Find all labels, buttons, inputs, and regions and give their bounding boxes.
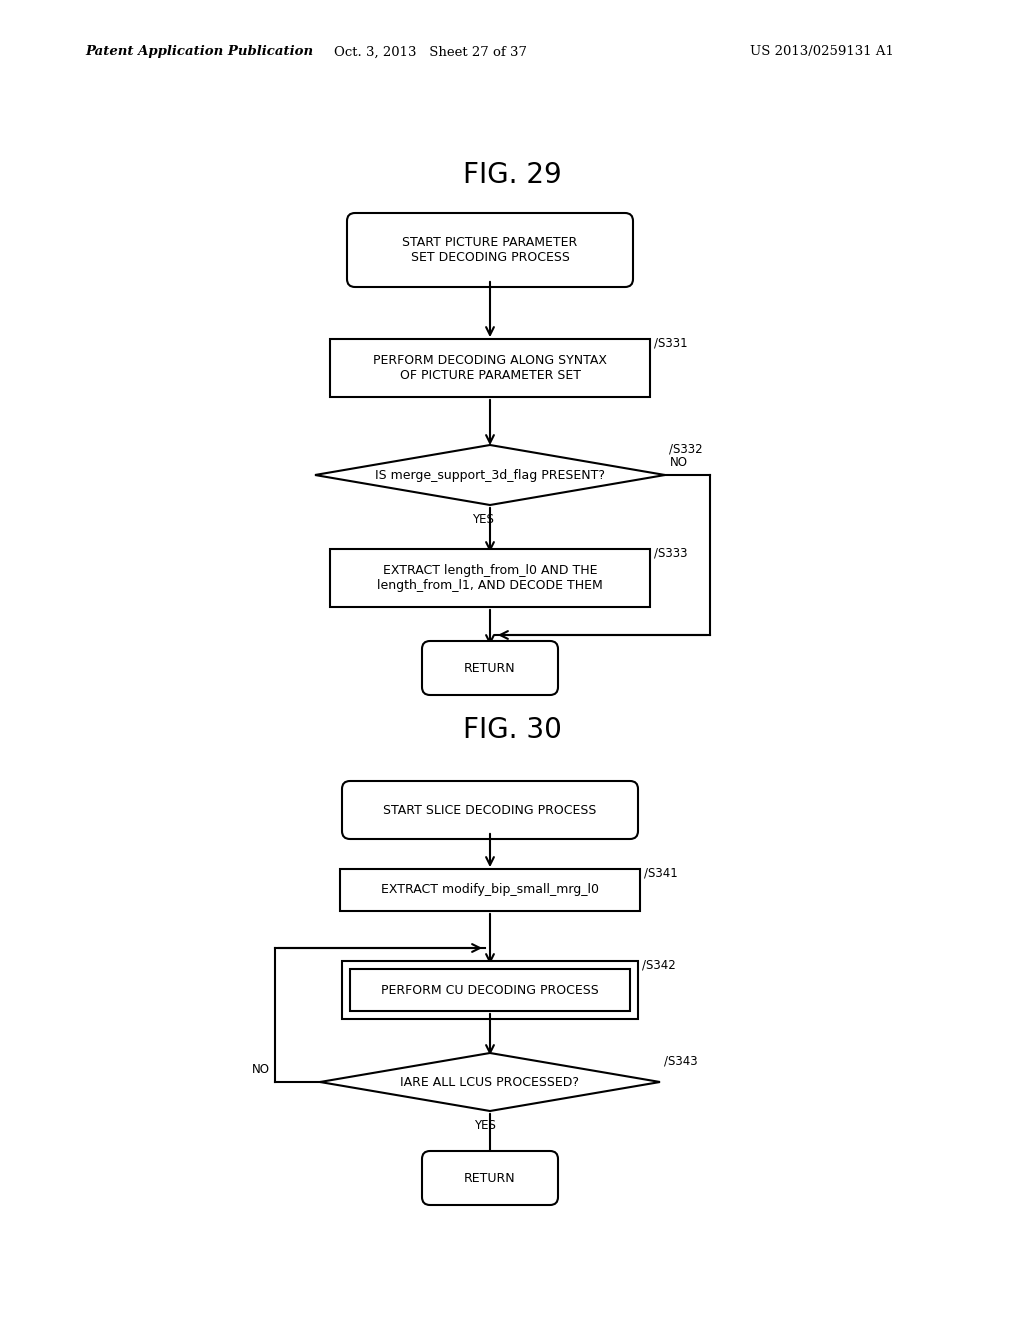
- Text: EXTRACT modify_bip_small_mrg_l0: EXTRACT modify_bip_small_mrg_l0: [381, 883, 599, 896]
- Polygon shape: [319, 1053, 660, 1111]
- Bar: [330, 339, 650, 397]
- Text: NO: NO: [670, 455, 688, 469]
- Text: Patent Application Publication: Patent Application Publication: [85, 45, 313, 58]
- Text: IARE ALL LCUS PROCESSED?: IARE ALL LCUS PROCESSED?: [400, 1076, 580, 1089]
- Text: YES: YES: [472, 513, 494, 525]
- Text: /S332: /S332: [669, 444, 702, 455]
- Text: START SLICE DECODING PROCESS: START SLICE DECODING PROCESS: [383, 804, 597, 817]
- Text: FIG. 29: FIG. 29: [463, 161, 561, 189]
- Bar: [350, 969, 630, 1011]
- Text: /S343: /S343: [664, 1055, 697, 1068]
- Text: PERFORM DECODING ALONG SYNTAX
OF PICTURE PARAMETER SET: PERFORM DECODING ALONG SYNTAX OF PICTURE…: [373, 354, 607, 381]
- Text: IS merge_support_3d_flag PRESENT?: IS merge_support_3d_flag PRESENT?: [375, 469, 605, 482]
- Text: /S333: /S333: [654, 546, 687, 560]
- Text: RETURN: RETURN: [464, 1172, 516, 1184]
- Text: /S341: /S341: [644, 867, 678, 880]
- Text: PERFORM CU DECODING PROCESS: PERFORM CU DECODING PROCESS: [381, 983, 599, 997]
- Text: US 2013/0259131 A1: US 2013/0259131 A1: [750, 45, 894, 58]
- Bar: [342, 961, 638, 1019]
- Text: EXTRACT length_from_l0 AND THE
length_from_l1, AND DECODE THEM: EXTRACT length_from_l0 AND THE length_fr…: [377, 564, 603, 591]
- Text: NO: NO: [252, 1063, 270, 1076]
- Text: Oct. 3, 2013   Sheet 27 of 37: Oct. 3, 2013 Sheet 27 of 37: [334, 45, 526, 58]
- Text: /S331: /S331: [654, 337, 688, 350]
- FancyBboxPatch shape: [347, 213, 633, 286]
- FancyBboxPatch shape: [422, 642, 558, 696]
- Text: RETURN: RETURN: [464, 661, 516, 675]
- FancyBboxPatch shape: [342, 781, 638, 840]
- Text: /S342: /S342: [642, 960, 676, 972]
- FancyBboxPatch shape: [422, 1151, 558, 1205]
- Text: YES: YES: [474, 1119, 496, 1133]
- Bar: [340, 869, 640, 911]
- Bar: [330, 549, 650, 607]
- Text: START PICTURE PARAMETER
SET DECODING PROCESS: START PICTURE PARAMETER SET DECODING PRO…: [402, 236, 578, 264]
- Polygon shape: [315, 445, 665, 506]
- Text: FIG. 30: FIG. 30: [463, 715, 561, 744]
